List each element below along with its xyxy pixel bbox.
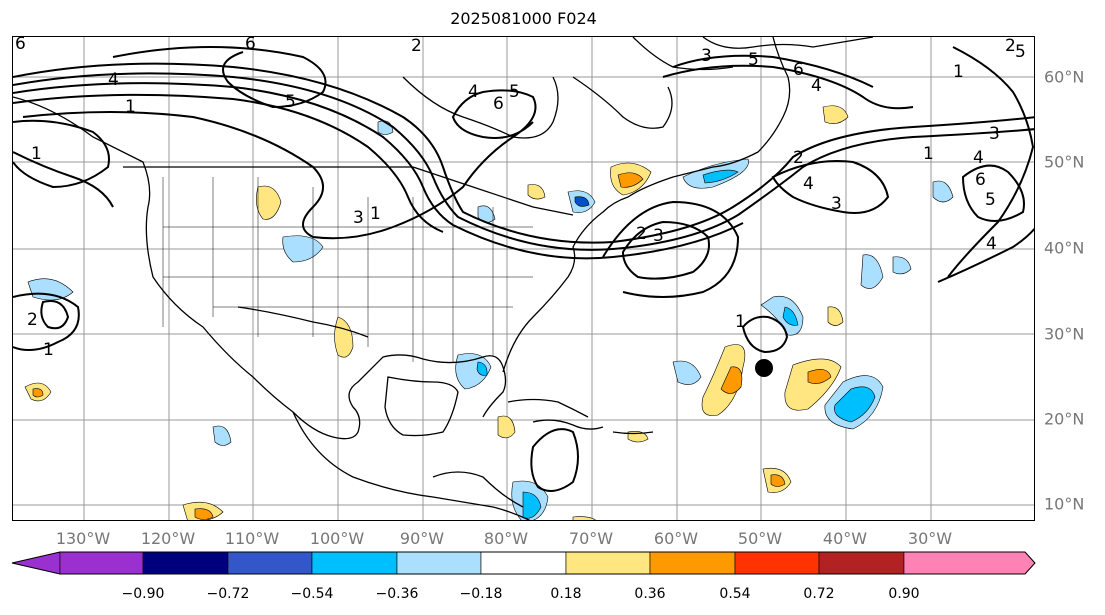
lat-label: 60°N [1044, 67, 1085, 87]
colorbar-segment [818, 551, 905, 575]
lon-label: 100°W [309, 529, 365, 548]
shaded-anomalies [24, 105, 954, 520]
contour-label: 6 [245, 37, 256, 54]
contour-label: 1 [735, 312, 746, 332]
colorbar-segment [734, 551, 820, 575]
colorbar-segment [227, 551, 313, 575]
colorbar-tick-label: −0.36 [375, 586, 419, 602]
contour-lines [13, 46, 1034, 492]
contour-label: 6 [493, 94, 504, 114]
contour-label: 3 [353, 208, 364, 228]
lat-label: 30°N [1044, 324, 1085, 344]
colorbar-segment [59, 551, 144, 575]
colorbar-tick-label: 0.90 [888, 586, 920, 602]
lat-label: 50°N [1044, 152, 1085, 172]
map-panel: 6 6 2 5 4 1 1 4 6 5 3 1 3 5 6 4 1 3 4 6 … [12, 36, 1035, 521]
contour-label: 2 [27, 310, 38, 330]
lon-label: 70°W [568, 529, 614, 548]
contour-label: 3 [701, 46, 712, 66]
lon-label: 60°W [653, 529, 699, 548]
lon-label: 120°W [140, 529, 196, 548]
contour-label: 3 [989, 124, 1000, 144]
lon-label: 80°W [483, 529, 529, 548]
contour-label: 1 [31, 144, 42, 164]
colorbar-tick-label: −0.18 [459, 586, 503, 602]
lon-label: 50°W [737, 529, 783, 548]
colorbar [11, 551, 1036, 575]
colorbar-extend-high [903, 551, 1036, 575]
colorbar-extend-low [11, 551, 61, 575]
lon-label: 40°W [822, 529, 868, 548]
contour-label: 2 [1005, 37, 1016, 56]
contour-label: 6 [15, 37, 26, 54]
contour-label: 1 [43, 340, 54, 360]
contour-label: 5 [509, 82, 520, 102]
lon-label: 90°W [399, 529, 445, 548]
contour-label: 5 [985, 190, 996, 210]
colorbar-segment [142, 551, 229, 575]
contour-label: 4 [803, 174, 814, 194]
lat-label: 20°N [1044, 409, 1085, 429]
contour-label: 1 [923, 144, 934, 164]
contour-label: 3 [831, 194, 842, 214]
contour-label: 1 [370, 204, 381, 224]
colorbar-tick-label: −0.72 [206, 586, 250, 602]
contour-label: 6 [793, 60, 804, 80]
colorbar-tick-label: 0.54 [719, 586, 751, 602]
colorbar-tick-label: 0.72 [803, 586, 835, 602]
colorbar-segment [480, 551, 567, 575]
colorbar-segment [565, 551, 651, 575]
coastlines [13, 37, 874, 520]
contour-label: 2 [411, 37, 422, 56]
contour-label: 3 [653, 226, 664, 246]
colorbar-tick-label: 0.18 [550, 586, 582, 602]
contour-label: 6 [975, 170, 986, 190]
lat-label: 40°N [1044, 238, 1085, 258]
contour-label: 5 [1015, 42, 1026, 62]
map-title: 2025081000 F024 [450, 9, 597, 28]
contour-label: 4 [973, 148, 984, 168]
lat-label: 10°N [1044, 494, 1085, 514]
contour-label: 2 [636, 224, 647, 244]
colorbar-segment [311, 551, 398, 575]
contour-label: 2 [793, 148, 804, 168]
contour-label: 4 [108, 70, 119, 90]
colorbar-segment [396, 551, 482, 575]
lon-label: 130°W [55, 529, 111, 548]
colorbar-segment [649, 551, 736, 575]
contour-label: 4 [468, 82, 479, 102]
lon-label: 30°W [907, 529, 953, 548]
lon-label: 110°W [224, 529, 280, 548]
contour-label: 5 [285, 92, 296, 112]
colorbar-tick-label: −0.90 [121, 586, 165, 602]
contour-label: 1 [125, 97, 136, 117]
contour-label: 4 [811, 76, 822, 96]
map-canvas: 6 6 2 5 4 1 1 4 6 5 3 1 3 5 6 4 1 3 4 6 … [13, 37, 1034, 520]
storm-position-marker [755, 359, 773, 377]
colorbar-tick-label: 0.36 [634, 586, 666, 602]
contour-label: 1 [953, 62, 964, 82]
contour-label: 4 [986, 234, 997, 254]
contour-value-labels: 6 6 2 5 4 1 1 4 6 5 3 1 3 5 6 4 1 3 4 6 … [15, 37, 1026, 360]
contour-label: 5 [748, 50, 759, 70]
colorbar-tick-label: −0.54 [290, 586, 334, 602]
